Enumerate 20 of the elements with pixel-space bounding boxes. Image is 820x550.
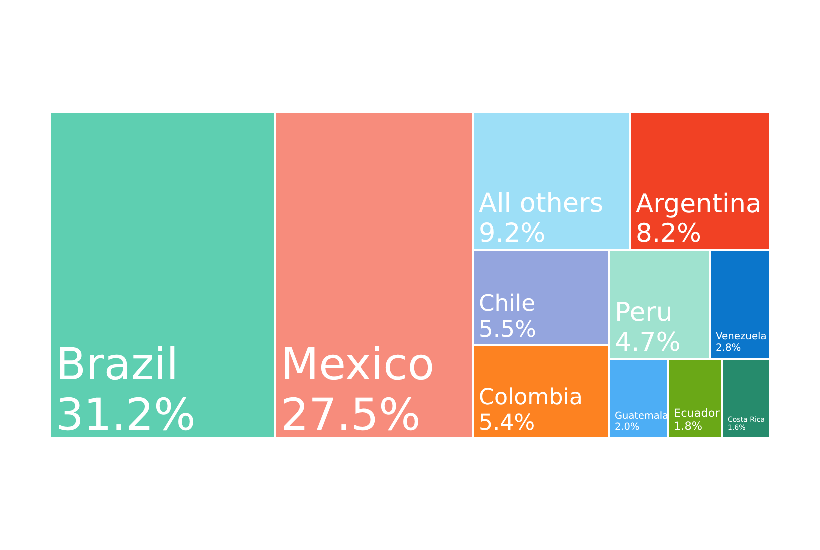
category-label: Chile: [479, 290, 536, 317]
category-label: Guatemala: [615, 410, 669, 422]
category-label: Ecuador: [674, 407, 720, 420]
category-label: Venezuela: [716, 332, 767, 343]
data-label: 4.7%: [615, 328, 681, 358]
data-label: 31.2%: [56, 390, 196, 441]
data-label: 9.2%: [479, 219, 546, 249]
data-label: 27.5%: [281, 390, 421, 441]
data-label: 2.0%: [615, 422, 640, 433]
data-label: 8.2%: [636, 219, 702, 249]
category-label: Colombia: [479, 384, 583, 411]
category-label: Brazil: [56, 339, 179, 390]
data-label: 5.5%: [479, 317, 536, 343]
category-label: All others: [479, 188, 604, 219]
data-label: 5.4%: [479, 410, 536, 436]
category-label: Mexico: [281, 339, 435, 390]
category-label: Peru: [615, 298, 673, 328]
data-label: 2.8%: [716, 343, 742, 354]
category-label: Argentina: [636, 189, 762, 220]
data-label: 1.8%: [674, 420, 703, 433]
